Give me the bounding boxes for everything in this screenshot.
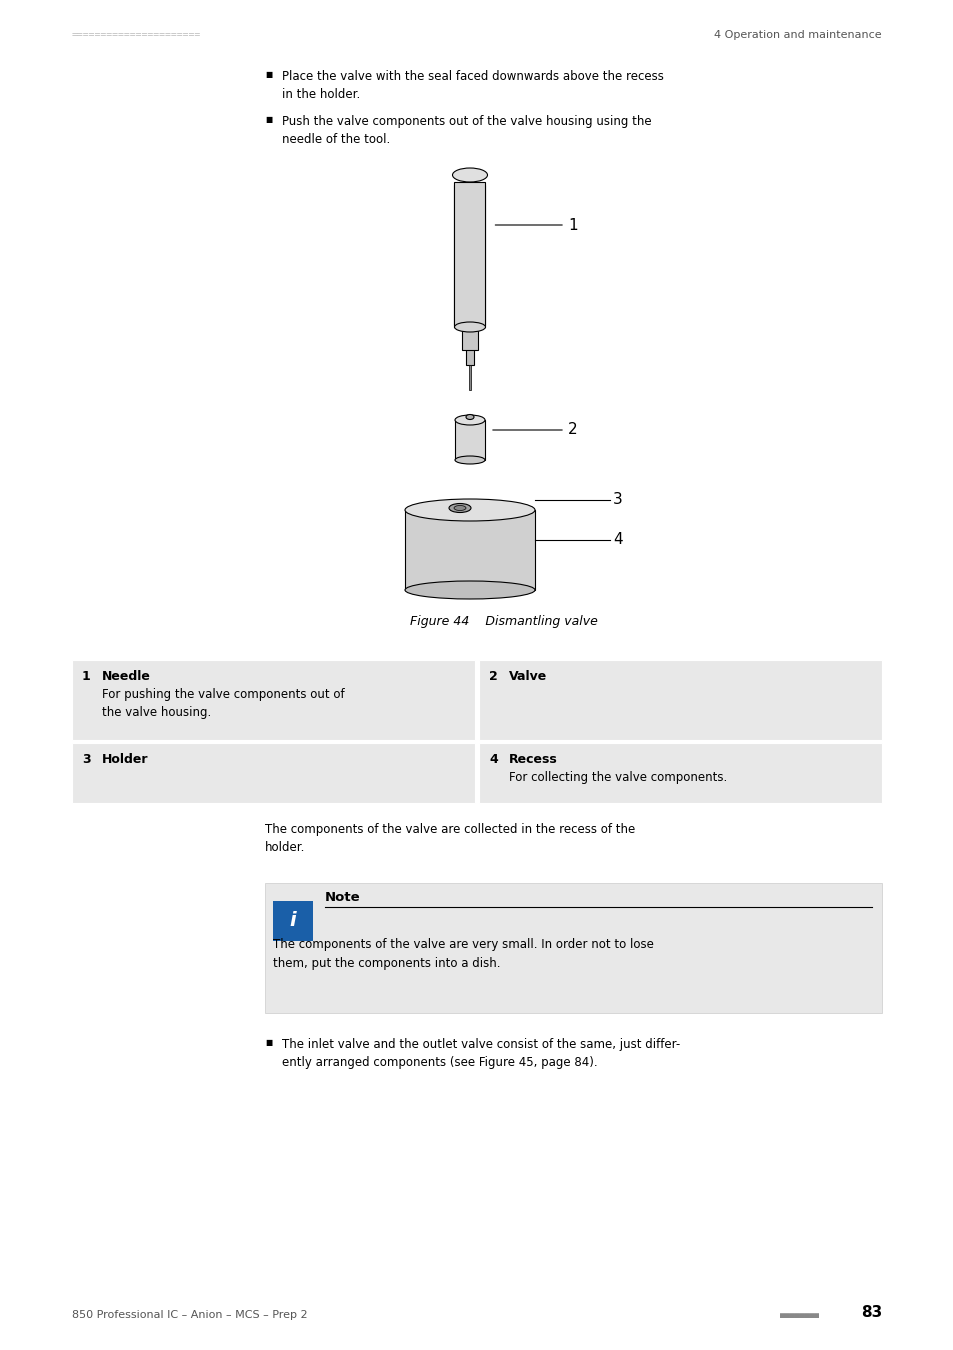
Text: Figure 44    Dismantling valve: Figure 44 Dismantling valve	[410, 616, 598, 628]
Text: 1: 1	[82, 670, 91, 683]
Ellipse shape	[454, 323, 485, 332]
Bar	[405, 510, 535, 590]
Bar	[273, 900, 313, 941]
Text: Note: Note	[325, 891, 360, 904]
Text: For pushing the valve components out of
the valve housing.: For pushing the valve components out of …	[102, 688, 344, 720]
Ellipse shape	[452, 167, 487, 182]
Bar	[71, 743, 475, 803]
Text: i: i	[290, 911, 296, 930]
Bar	[465, 325, 474, 364]
Ellipse shape	[454, 505, 465, 510]
Ellipse shape	[455, 456, 484, 464]
Text: ■: ■	[265, 115, 272, 124]
Text: The components of the valve are collected in the recess of the
holder.: The components of the valve are collecte…	[265, 824, 635, 855]
Ellipse shape	[405, 580, 535, 599]
Bar	[71, 660, 475, 740]
Text: 4 Operation and maintenance: 4 Operation and maintenance	[714, 30, 882, 40]
Bar	[265, 883, 882, 1012]
Polygon shape	[454, 182, 485, 327]
Ellipse shape	[449, 504, 471, 513]
Ellipse shape	[465, 414, 474, 420]
Text: ■■■■■■■■: ■■■■■■■■	[780, 1311, 820, 1320]
Text: 4: 4	[489, 753, 497, 765]
Text: Holder: Holder	[102, 753, 149, 765]
Bar	[454, 185, 485, 325]
Text: ======================: ======================	[71, 30, 201, 40]
Ellipse shape	[455, 414, 484, 425]
Text: 2: 2	[567, 423, 577, 437]
Bar	[455, 420, 484, 460]
Text: ■: ■	[265, 1038, 272, 1048]
Text: For collecting the valve components.: For collecting the valve components.	[509, 771, 726, 784]
Text: 1: 1	[567, 217, 577, 232]
Bar	[478, 743, 882, 803]
Text: 4: 4	[613, 532, 622, 548]
Text: Valve: Valve	[509, 670, 547, 683]
Text: Place the valve with the seal faced downwards above the recess
in the holder.: Place the valve with the seal faced down…	[282, 70, 663, 101]
Bar	[478, 660, 882, 740]
Bar	[461, 325, 477, 350]
Text: Recess: Recess	[509, 753, 558, 765]
Text: Needle: Needle	[102, 670, 151, 683]
Text: 3: 3	[82, 753, 91, 765]
Text: 3: 3	[613, 493, 622, 508]
Bar	[469, 364, 471, 390]
Text: The inlet valve and the outlet valve consist of the same, just differ-
ently arr: The inlet valve and the outlet valve con…	[282, 1038, 679, 1069]
Text: 850 Professional IC – Anion – MCS – Prep 2: 850 Professional IC – Anion – MCS – Prep…	[71, 1310, 307, 1320]
Ellipse shape	[405, 500, 535, 521]
Text: 83: 83	[860, 1305, 882, 1320]
Text: The components of the valve are very small. In order not to lose
them, put the c: The components of the valve are very sma…	[273, 938, 653, 971]
Text: ■: ■	[265, 70, 272, 80]
Text: 2: 2	[489, 670, 497, 683]
Text: Push the valve components out of the valve housing using the
needle of the tool.: Push the valve components out of the val…	[282, 115, 651, 146]
